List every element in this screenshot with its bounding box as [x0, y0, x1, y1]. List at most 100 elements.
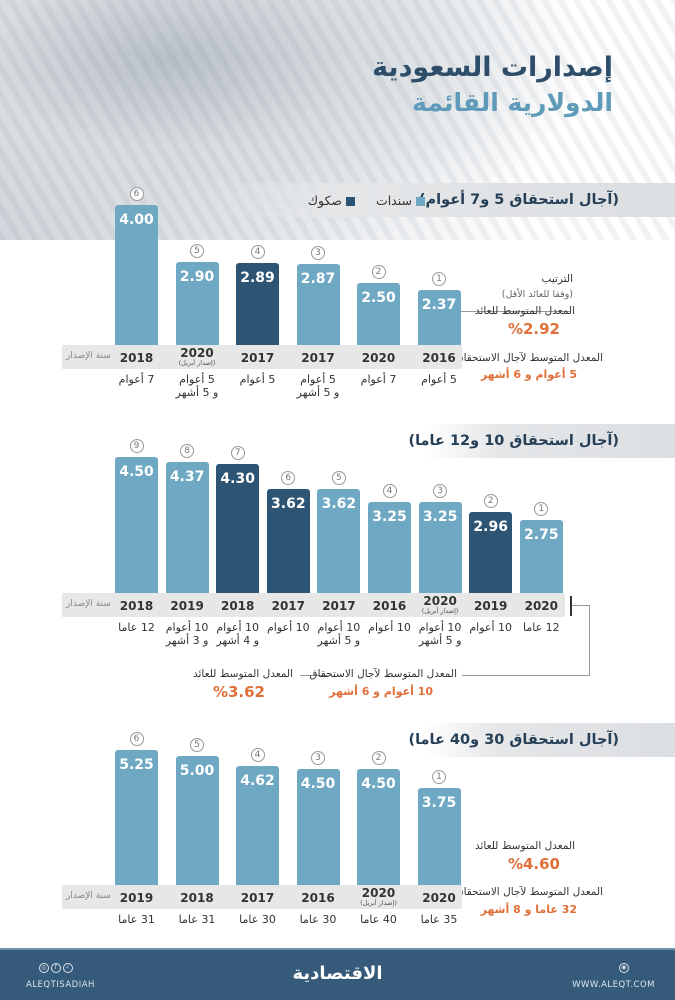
bar-bonds[interactable] — [357, 283, 400, 345]
issue-year-value: 2019 — [170, 599, 204, 613]
bar-bonds[interactable] — [357, 769, 400, 885]
bar-sukuk[interactable] — [216, 464, 260, 593]
issue-year-value: 2018 — [119, 351, 154, 365]
bar-value-label: 3.62 — [321, 495, 357, 512]
bar-bonds[interactable] — [417, 788, 461, 885]
maturity-line: 30 عاما — [239, 913, 276, 926]
footer: ◎ f ✓ ALEQTISADIAH الاقتصادية ◉ WWW.ALEQT.… — [0, 948, 675, 1000]
issue-year: 2017 — [261, 600, 316, 612]
rank-badge: 3 — [311, 245, 325, 260]
chart2-avg-maturity-value: 10 أعوام و 6 أشهر — [329, 685, 433, 698]
rank-badge: 5 — [190, 244, 204, 259]
bar-bonds[interactable] — [317, 488, 361, 593]
issue-year-value: 2018 — [220, 599, 255, 613]
issue-year: 2019 — [160, 600, 215, 612]
issue-year: 2020 (إصدار أبريل) — [351, 887, 406, 907]
social-handle[interactable]: ALEQTISADIAH — [26, 980, 95, 990]
maturity-line: 10 أعوام — [266, 621, 310, 634]
maturity-label: 12 عاما — [512, 621, 571, 634]
issue-year: 2020 — [514, 600, 569, 612]
bar-bonds[interactable] — [296, 769, 340, 885]
maturity-line: 5 أعوام — [179, 373, 215, 386]
issue-year-value: 2020 — [422, 891, 456, 905]
maturity-line: 10 أعوام — [368, 621, 411, 634]
maturity-line: 31 عاما — [118, 913, 155, 926]
bar-bonds[interactable] — [115, 750, 158, 885]
maturity-line: 5 أعوام — [239, 373, 276, 386]
rank-badge: 4 — [382, 484, 397, 498]
maturity-line: 10 أعوام — [317, 621, 361, 634]
maturity-label: 31 عاما — [107, 913, 166, 926]
bar-value-label: 2.50 — [361, 290, 396, 307]
issue-year-value: 2016 — [301, 891, 335, 905]
chart2-bracket-tick — [570, 596, 572, 616]
legend-bonds: سندات — [376, 193, 425, 208]
chart1-avg-yield-value: %2.92 — [507, 320, 560, 338]
bar-sukuk[interactable] — [266, 488, 310, 593]
bar-value-label: 2.89 — [240, 269, 275, 286]
rank-badge: 4 — [250, 244, 265, 259]
ranking-pointer-line — [458, 311, 570, 312]
facebook-icon[interactable]: f — [51, 963, 61, 973]
bar-value-label: 4.50 — [361, 776, 396, 792]
bar-sukuk[interactable] — [469, 512, 513, 593]
issue-year: 2017 — [230, 892, 285, 904]
issue-year: 2020 — [412, 892, 467, 904]
maturity-line: 10 أعوام — [165, 621, 209, 634]
issue-year-value: 2020 — [361, 886, 396, 900]
issue-year-label: سنة الإصدار — [66, 351, 111, 361]
maturity-line: و 5 أشهر — [317, 634, 361, 647]
maturity-line: و 5 أشهر — [175, 386, 219, 399]
issue-year-value: 2020 — [180, 346, 214, 360]
issue-year-value: 2018 — [180, 891, 214, 905]
twitter-icon[interactable]: ✓ — [63, 963, 73, 973]
chart2-year-band — [62, 593, 565, 617]
issue-year: 2018 — [109, 352, 164, 364]
issue-year-value: 2020 — [361, 351, 396, 365]
bar-bonds[interactable] — [519, 520, 563, 593]
chart3-avg-maturity-label: المعدل المتوسط لآجال الاستحقاق — [455, 886, 603, 898]
rank-badge: 6 — [129, 732, 144, 746]
bar-bonds[interactable] — [236, 765, 279, 885]
chart2-bracket-bottom — [462, 675, 590, 676]
globe-icon: ◉ — [618, 962, 630, 973]
bar-value-label: 4.30 — [220, 471, 255, 488]
maturity-label: 5 أعوام — [410, 373, 469, 386]
maturity-label: 30 عاما — [228, 913, 287, 926]
chart2-avg-maturity-label: المعدل المتوسط لآجال الاستحقاق — [309, 668, 457, 680]
maturity-label: 10 أعوام و 3 أشهر — [158, 621, 217, 647]
bar-bonds[interactable] — [417, 290, 461, 345]
bar-bonds[interactable] — [115, 205, 158, 345]
issue-year-note: (إصدار أبريل) — [178, 359, 216, 367]
maturity-label: 10 أعوام — [461, 621, 520, 634]
website-link[interactable]: WWW.ALEQT.COM — [572, 980, 655, 990]
issue-year-value: 2019 — [119, 891, 154, 905]
rank-badge: 5 — [331, 470, 346, 485]
rank-badge: 1 — [432, 770, 446, 784]
bar-bonds[interactable] — [175, 756, 219, 885]
issue-year-value: 2020 — [423, 594, 457, 608]
issue-year: 2019 — [463, 600, 518, 612]
issue-year-value: 2020 — [524, 599, 558, 613]
bar-bonds[interactable] — [296, 263, 340, 345]
bar-bonds[interactable] — [115, 457, 158, 593]
legend-sukuk-swatch — [346, 197, 355, 206]
maturity-label: 31 عاما — [168, 913, 227, 926]
rank-badge: 3 — [433, 484, 448, 498]
bar-value-label: 2.90 — [179, 269, 215, 286]
instagram-icon[interactable]: ◎ — [39, 963, 49, 973]
chart2-avg-yield-value: %3.62 — [212, 683, 265, 701]
issue-year-value: 2017 — [301, 351, 335, 365]
bar-bonds[interactable] — [165, 461, 209, 593]
rank-badge: 5 — [190, 738, 204, 753]
bar-bonds[interactable] — [368, 502, 411, 593]
maturity-line: و 3 أشهر — [165, 634, 209, 647]
bar-value-label: 3.25 — [372, 509, 407, 525]
bar-bonds[interactable] — [175, 262, 219, 345]
rank-badge: 6 — [281, 470, 296, 485]
maturity-label: 35 عاما — [410, 913, 469, 926]
bar-sukuk[interactable] — [236, 262, 279, 345]
bar-bonds[interactable] — [418, 502, 462, 593]
issue-year: 2018 — [210, 600, 265, 612]
chart1-avg-maturity-label: المعدل المتوسط لآجال الاستحقاق — [455, 352, 603, 364]
